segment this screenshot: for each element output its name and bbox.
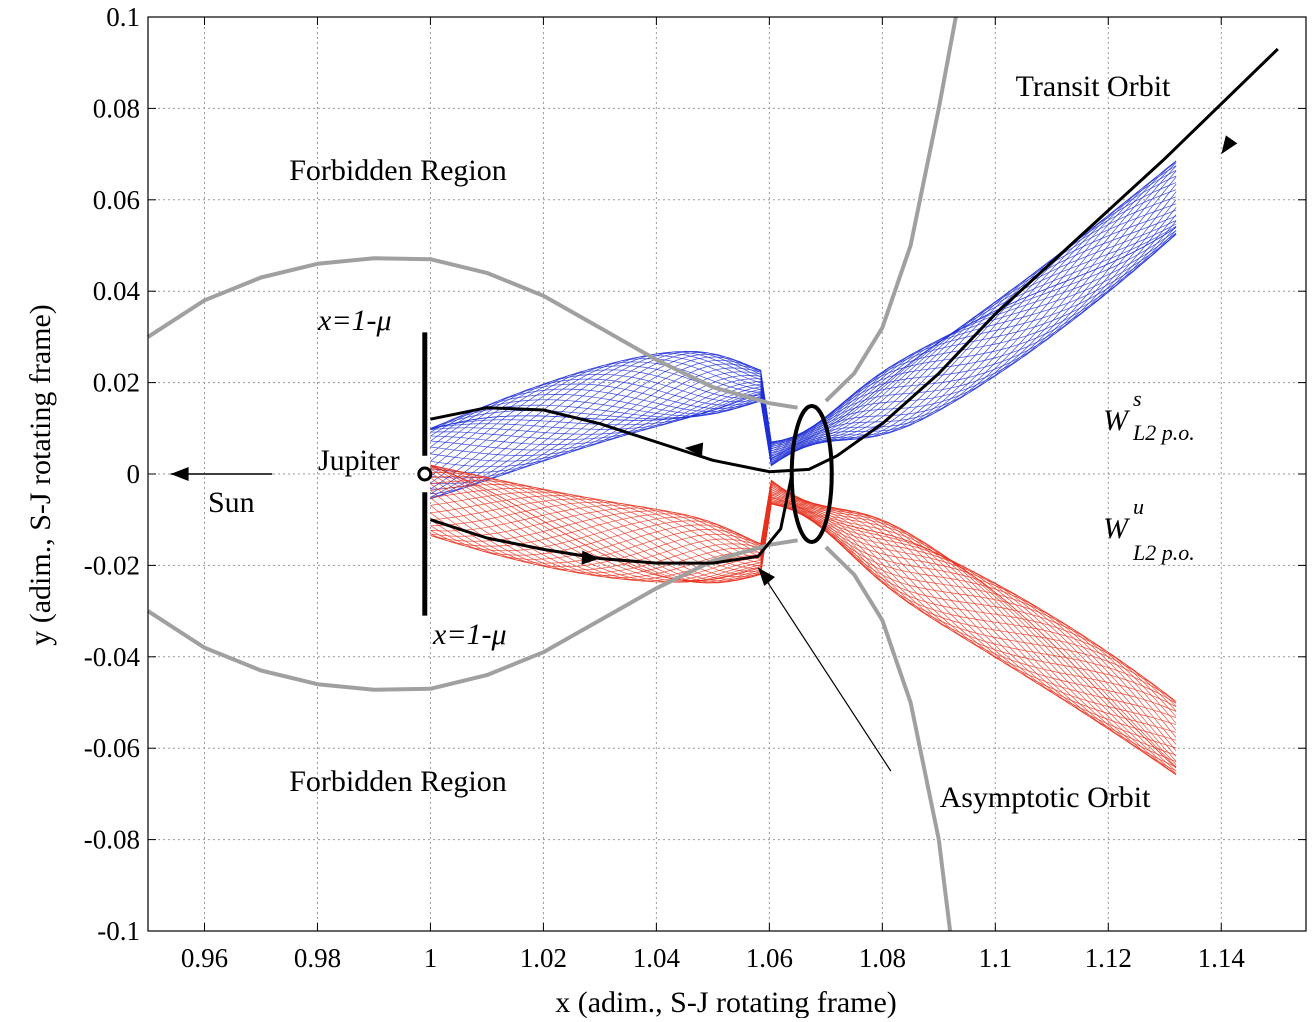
transit-orbit-arrow-left bbox=[684, 442, 704, 457]
unstable-manifold-tube-strand bbox=[430, 472, 1177, 752]
unstable-manifold-tube bbox=[430, 464, 1177, 776]
ws-main-text: W bbox=[1103, 404, 1131, 437]
unstable-manifold-tube-strand bbox=[430, 485, 1177, 704]
stable-manifold-tube-strand bbox=[430, 230, 1177, 459]
asymptotic-pointer-line bbox=[757, 567, 892, 772]
stable-manifold-tube-strand bbox=[430, 215, 1177, 466]
stable-manifold-tube-strand bbox=[430, 176, 1177, 495]
x-tick-label: 1.1 bbox=[978, 943, 1012, 973]
y-tick-label: 0.06 bbox=[93, 185, 140, 215]
y-tick-label: -0.06 bbox=[84, 733, 140, 763]
manifold-tubes bbox=[430, 160, 1177, 776]
stable-manifold-tube-strand bbox=[430, 165, 1177, 484]
x-tick-label: 1 bbox=[424, 943, 438, 973]
stable-manifold-tube-strand bbox=[430, 165, 1177, 500]
stable-manifold-tube-strand bbox=[430, 162, 1177, 500]
unstable-manifold-tube-strand bbox=[430, 479, 1177, 726]
stable-manifold-label: W s L2 p.o. bbox=[1103, 386, 1195, 445]
stable-manifold-tube-strand bbox=[430, 196, 1177, 467]
x-tick-label: 1.14 bbox=[1198, 943, 1246, 973]
transit-orbit-arrow bbox=[1221, 135, 1238, 155]
unstable-manifold-tube-strand bbox=[430, 488, 1177, 702]
stable-manifold-tube-strand bbox=[430, 183, 1177, 490]
y-tick-label: 0.08 bbox=[93, 93, 140, 123]
sun-arrow-head bbox=[170, 467, 189, 481]
unstable-manifold-tube-strand bbox=[430, 479, 1177, 741]
axes: 0.96 0.98 1 1.02 1.04 1.06 1.08 1.1 1.12 1.14 0.1 0… bbox=[84, 2, 1307, 973]
zero-velocity-right-upper-line bbox=[824, 16, 958, 403]
l2-periodic-orbit bbox=[789, 404, 834, 544]
zero-velocity-upper-line bbox=[146, 256, 798, 410]
x-tick-label: 0.96 bbox=[181, 943, 228, 973]
y-tick-label: 0 bbox=[127, 459, 141, 489]
y-tick-label: 0.04 bbox=[93, 276, 141, 306]
wu-superscript: u bbox=[1133, 494, 1144, 519]
wu-main-text: W bbox=[1103, 512, 1131, 545]
unstable-manifold-tube-strand bbox=[430, 479, 1177, 733]
stable-manifold-tube-strand bbox=[430, 234, 1177, 454]
forbidden-region-bottom-label: Forbidden Region bbox=[289, 765, 507, 798]
x-one-minus-mu-bottom-label: x=1-μ bbox=[432, 618, 507, 651]
x-tick-label: 1.06 bbox=[746, 943, 793, 973]
plot-frame bbox=[147, 16, 1307, 932]
asymptotic-pointer-head bbox=[758, 567, 776, 586]
stable-manifold-tube-strand bbox=[430, 199, 1177, 479]
asymptotic-orbit-label: Asymptotic Orbit bbox=[940, 781, 1151, 814]
transit-orbit-line bbox=[430, 47, 1279, 474]
sun-label: Sun bbox=[208, 486, 255, 519]
x-axis-label: x (adim., S-J rotating frame) bbox=[555, 986, 897, 1018]
jupiter-label: Jupiter bbox=[318, 444, 400, 477]
asymptotic-orbit-line bbox=[429, 473, 794, 565]
transit-orbit-label: Transit Orbit bbox=[1016, 70, 1171, 103]
y-tick-label: -0.08 bbox=[84, 825, 140, 855]
x-tick-label: 1.12 bbox=[1085, 943, 1132, 973]
unstable-manifold-tube-strand bbox=[430, 464, 1177, 768]
y-axis-label: y (adim., S-J rotating frame) bbox=[24, 304, 57, 646]
stable-manifold-tube bbox=[430, 160, 1177, 500]
unstable-manifold-tube-strand bbox=[430, 476, 1177, 745]
unstable-manifold-tube-strand bbox=[430, 465, 1177, 762]
x-tick-label: 0.98 bbox=[294, 943, 341, 973]
y-tick-label: -0.1 bbox=[97, 916, 140, 946]
y-tick-label: 0.02 bbox=[93, 368, 140, 398]
stable-manifold-tube-strand bbox=[430, 191, 1177, 484]
unstable-manifold-tube-strand bbox=[430, 464, 1177, 772]
y-tick-label: 0.1 bbox=[106, 2, 140, 32]
y-tick-label: -0.02 bbox=[84, 550, 140, 580]
jupiter-marker bbox=[417, 466, 433, 482]
ws-superscript: s bbox=[1133, 386, 1142, 411]
stable-manifold-tube-strand bbox=[430, 223, 1177, 463]
x-one-minus-mu-top-label: x=1-μ bbox=[317, 304, 392, 337]
unstable-manifold-tube-strand bbox=[430, 495, 1177, 707]
ws-subscript: L2 p.o. bbox=[1132, 420, 1195, 445]
unstable-manifold-tube-strand bbox=[430, 483, 1177, 708]
unstable-manifold-label: W u L2 p.o. bbox=[1103, 494, 1195, 565]
zero-velocity-right-lower-line bbox=[824, 545, 953, 932]
wu-subscript: L2 p.o. bbox=[1132, 540, 1195, 565]
x-tick-label: 1.02 bbox=[520, 943, 567, 973]
curves bbox=[146, 16, 1279, 932]
stable-manifold-tube-strand bbox=[430, 227, 1177, 460]
unstable-manifold-tube-strand bbox=[430, 464, 1177, 765]
unstable-manifold-tube-strand bbox=[430, 468, 1177, 757]
stable-manifold-tube-strand bbox=[430, 220, 1177, 465]
zero-velocity-lower-line bbox=[146, 538, 798, 692]
unstable-manifold-tube-strand bbox=[430, 482, 1177, 712]
x-tick-label: 1.08 bbox=[859, 943, 906, 973]
forbidden-region-top-label: Forbidden Region bbox=[289, 154, 507, 187]
stable-manifold-tube-strand bbox=[430, 170, 1177, 498]
x-tick-label: 1.04 bbox=[633, 943, 681, 973]
unstable-manifold-tube-strand bbox=[430, 465, 1177, 769]
asymptotic-orbit-arrow bbox=[581, 550, 600, 565]
y-tick-label: -0.04 bbox=[84, 642, 141, 672]
stable-manifold-tube-strand bbox=[430, 160, 1177, 498]
